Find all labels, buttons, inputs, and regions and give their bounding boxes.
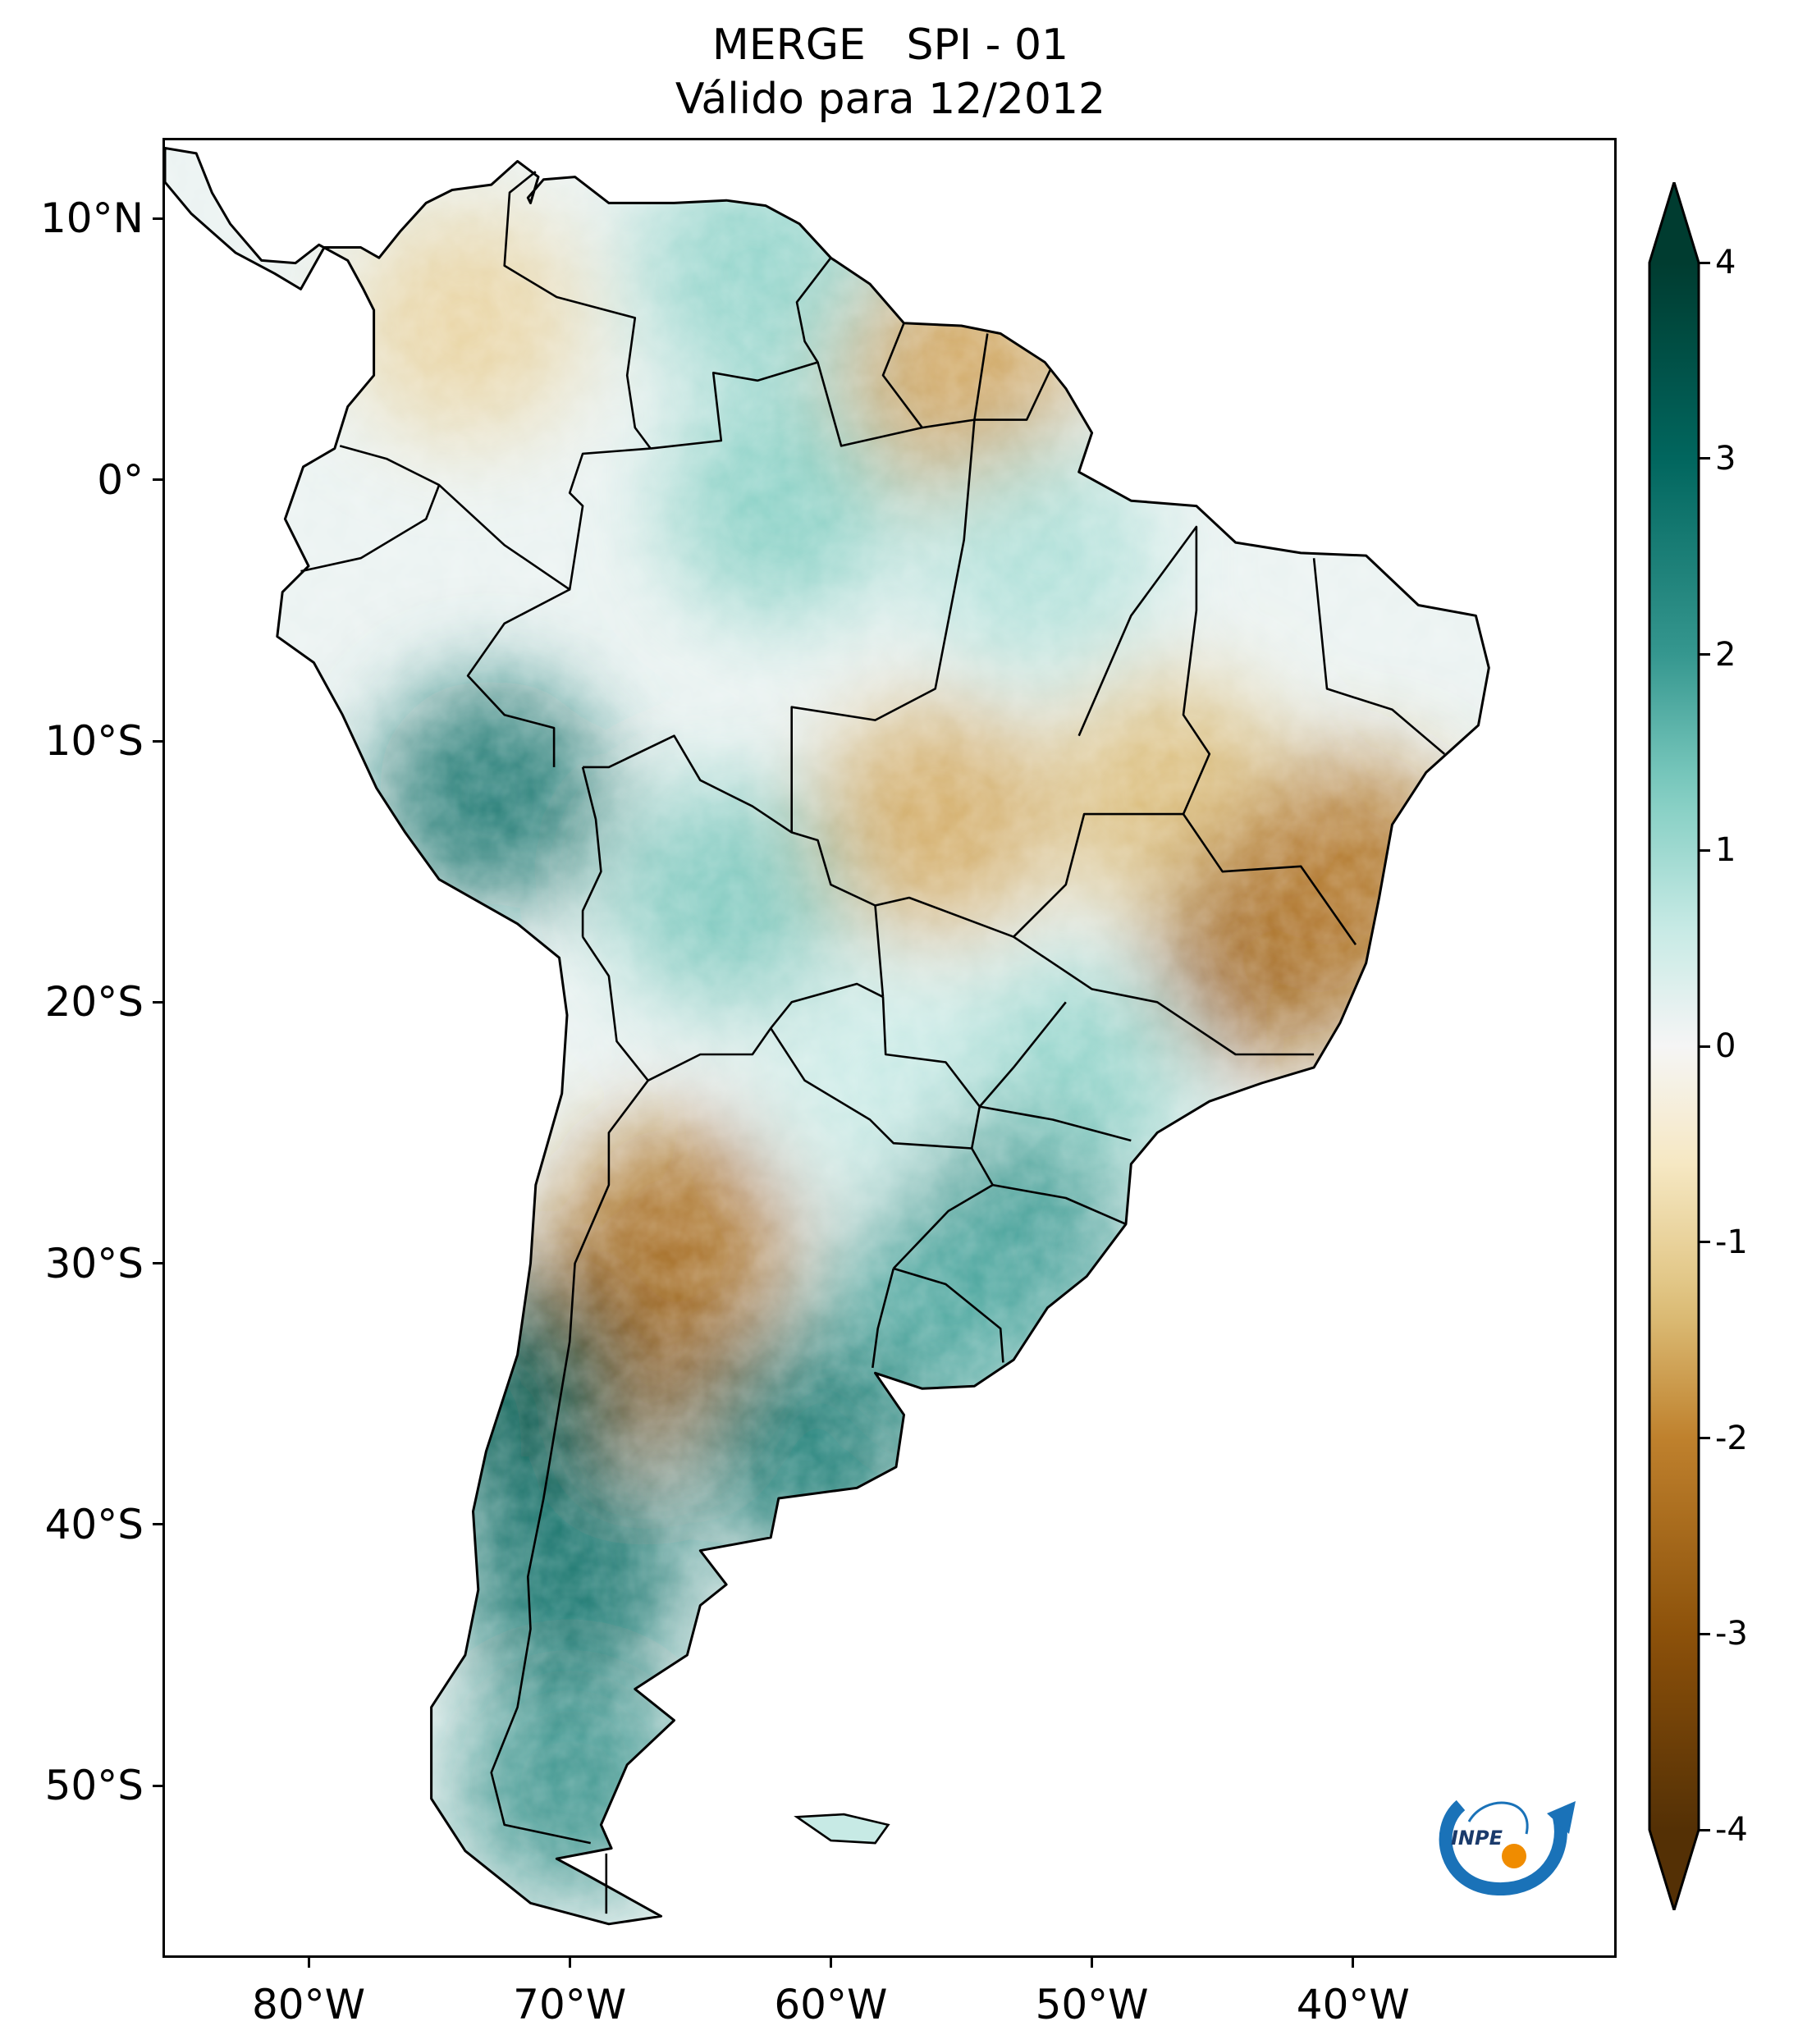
border-peru-bolivia — [581, 766, 602, 937]
lat-tick-label: 10°N — [39, 194, 144, 243]
colorbar-extend-max — [1649, 182, 1699, 263]
country-borders — [300, 171, 1446, 1914]
logo-arc — [1439, 1799, 1567, 1895]
lon-tick-label: 70°W — [513, 1981, 627, 2028]
colorbar-tick-mark — [1699, 1437, 1710, 1439]
colorbar-tick-mark — [1699, 1045, 1710, 1048]
coastline — [165, 147, 1490, 1926]
lat-tick-label: 50°S — [44, 1762, 144, 1810]
border-venezuela-guyana — [650, 257, 832, 450]
lon-tick-label: 80°W — [251, 1981, 366, 2028]
lon-tick-label: 50°W — [1035, 1981, 1149, 2028]
title-line-1: MERGE SPI - 01 — [711, 21, 1069, 70]
lon-tick-mark — [1352, 1958, 1355, 1968]
title-line-2: Válido para 12/2012 — [675, 75, 1106, 124]
logo-orbit — [1467, 1801, 1529, 1835]
logo-arrow — [1547, 1801, 1576, 1834]
spi-field — [165, 148, 1489, 1924]
colorbar-tick-label: 3 — [1715, 439, 1736, 478]
lat-tick-mark — [153, 478, 162, 482]
colorbar-tick-mark — [1699, 1632, 1710, 1635]
border-colombia-venezuela — [503, 171, 652, 450]
border-chile-argentina — [490, 1080, 649, 1845]
lon-tick-label: 60°W — [774, 1981, 888, 2028]
logo-dot — [1502, 1844, 1526, 1868]
lat-tick-mark — [153, 1523, 162, 1526]
border-peru-brazil — [466, 588, 570, 767]
lat-tick-label: 10°S — [44, 717, 144, 766]
colorbar-tick-label: -4 — [1715, 1811, 1748, 1849]
colorbar-tick-mark — [1699, 653, 1710, 656]
colorbar-body — [1649, 263, 1699, 1830]
border-argentina-brazil — [892, 1147, 994, 1269]
border-brazil-states-3 — [1312, 558, 1446, 755]
colorbar-tick-mark — [1699, 261, 1710, 264]
colorbar-tick-label: -1 — [1715, 1223, 1748, 1261]
lat-tick-mark — [153, 739, 162, 743]
colorbar-tick-label: -3 — [1715, 1615, 1748, 1653]
lat-tick-label: 0° — [97, 455, 144, 504]
border-brazil-states-7 — [992, 1183, 1127, 1225]
lat-tick-mark — [153, 1784, 162, 1787]
colorbar-extend-min — [1649, 1830, 1699, 1910]
border-brazil-states-1 — [790, 419, 976, 833]
colorbar-tick-mark — [1699, 1241, 1710, 1244]
border-brazil-states-4 — [1182, 813, 1357, 946]
border-bolivia-brazil — [583, 734, 885, 998]
border-guianas-brazil — [817, 362, 1051, 447]
lat-tick-label: 30°S — [44, 1239, 144, 1287]
texture-overlay — [165, 148, 1489, 1924]
lon-tick-mark — [568, 1958, 571, 1968]
lon-tick-mark — [829, 1958, 832, 1968]
border-brazil-states-6 — [978, 1001, 1132, 1142]
border-brazil-states-5 — [875, 896, 1014, 938]
map-canvas — [165, 147, 1490, 1926]
colorbar-tick-label: 0 — [1715, 1027, 1736, 1065]
border-uruguay-brazil — [893, 1267, 1004, 1363]
border-brazil-states-2 — [1012, 525, 1315, 1056]
colorbar-tick-label: 1 — [1715, 831, 1736, 870]
colorbar-tick-label: 4 — [1715, 244, 1736, 281]
colorbar-tick-mark — [1699, 457, 1710, 460]
lat-tick-label: 20°S — [44, 978, 144, 1027]
lat-tick-label: 40°S — [44, 1500, 144, 1548]
border-paraguay — [770, 996, 981, 1150]
lat-tick-mark — [153, 217, 162, 220]
border-uruguay-argentina — [872, 1268, 895, 1369]
colorbar-tick-label: -2 — [1715, 1419, 1748, 1457]
border-suriname-guiana — [973, 333, 989, 420]
lon-tick-label: 40°W — [1296, 1981, 1410, 2028]
colorbar-tick-mark — [1699, 848, 1710, 852]
colorbar — [1648, 182, 1700, 1910]
border-guyana-suriname — [881, 322, 923, 428]
colorbar-tick-label: 2 — [1715, 635, 1736, 674]
lon-tick-mark — [307, 1958, 310, 1968]
border-chile-bolivia — [582, 935, 649, 1081]
lat-tick-mark — [153, 1262, 162, 1265]
falkland-islands — [794, 1813, 890, 1845]
map-frame — [162, 138, 1617, 1958]
chart-title: MERGE SPI - 01 Válido para 12/2012 — [164, 18, 1617, 126]
border-ecuador-peru — [300, 484, 441, 573]
lon-tick-mark — [1091, 1958, 1094, 1968]
colorbar-tick-mark — [1699, 1828, 1710, 1831]
inpe-logo-icon: INPE — [1439, 1799, 1576, 1895]
lat-tick-mark — [153, 1000, 162, 1004]
logo-text: INPE — [1451, 1827, 1503, 1850]
